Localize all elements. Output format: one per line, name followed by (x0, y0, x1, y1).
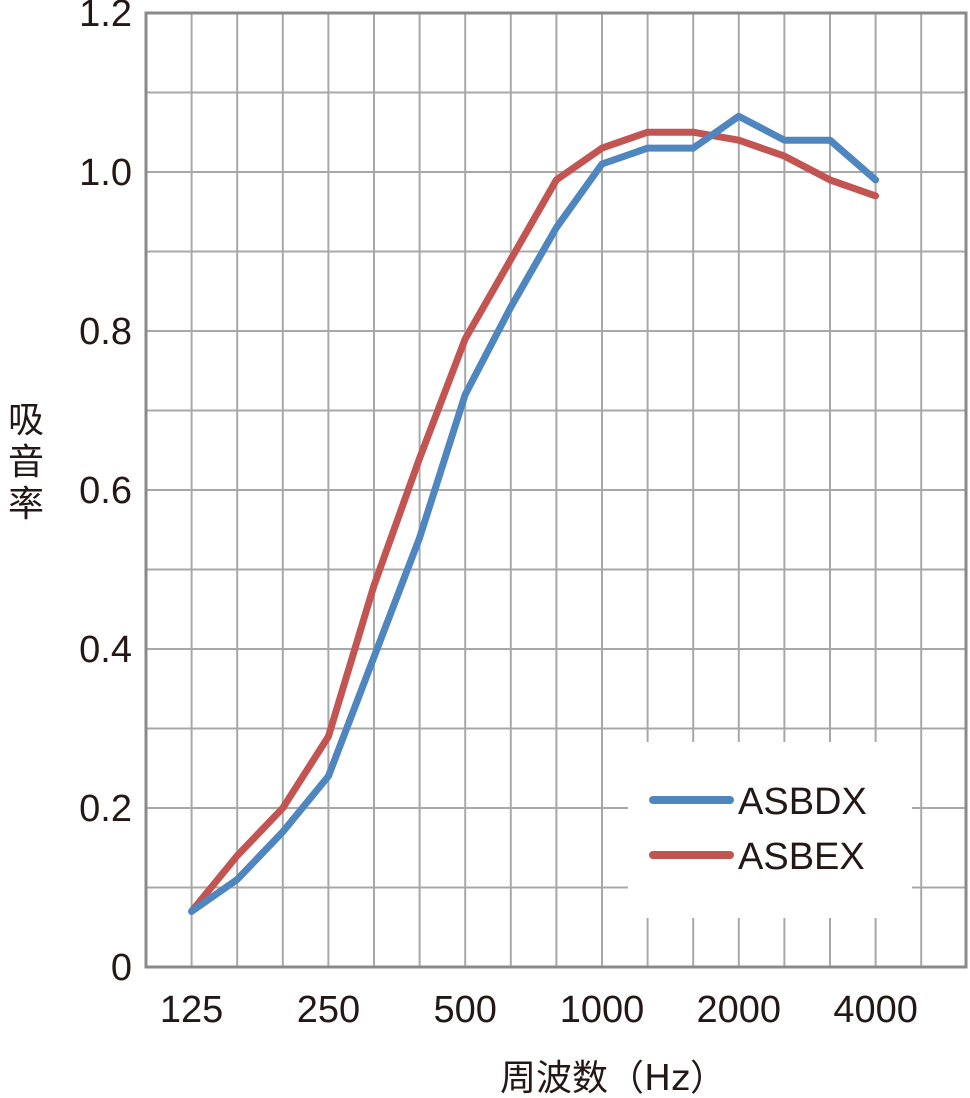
x-axis-title: 周波数（Hz） (500, 1058, 726, 1098)
y-tick-label: 0.4 (79, 629, 132, 671)
x-tick-label: 2000 (697, 989, 782, 1031)
legend-background (628, 742, 912, 918)
series-line-asbex (188, 128, 880, 915)
x-tick-labels: 125 250 500 1000 2000 4000 (160, 989, 918, 1031)
y-axis-title: 吸音率 (8, 400, 44, 525)
y-tick-label: 1.0 (79, 152, 132, 194)
series-lines (188, 112, 880, 915)
x-tick-label: 250 (297, 989, 360, 1031)
plot-border (144, 11, 968, 969)
y-tick-label: 0.2 (79, 788, 132, 830)
plot-frame (144, 11, 968, 969)
y-tick-label: 0 (111, 947, 132, 989)
legend-label-asbdx: ASBDX (738, 781, 867, 823)
x-tick-label: 500 (433, 989, 496, 1031)
x-tick-label: 4000 (833, 989, 918, 1031)
legend-label-asbex: ASBEX (738, 836, 865, 878)
x-tick-label: 125 (160, 989, 223, 1031)
y-tick-label: 0.8 (79, 311, 132, 353)
y-tick-label: 0.6 (79, 470, 132, 512)
y-tick-labels: 0 0.2 0.4 0.6 0.8 1.0 1.2 (79, 0, 132, 989)
series-line-asbdx (188, 112, 880, 915)
y-tick-label: 1.2 (79, 0, 132, 35)
legend: ASBDX ASBEX (628, 742, 912, 918)
x-tick-label: 1000 (560, 989, 645, 1031)
